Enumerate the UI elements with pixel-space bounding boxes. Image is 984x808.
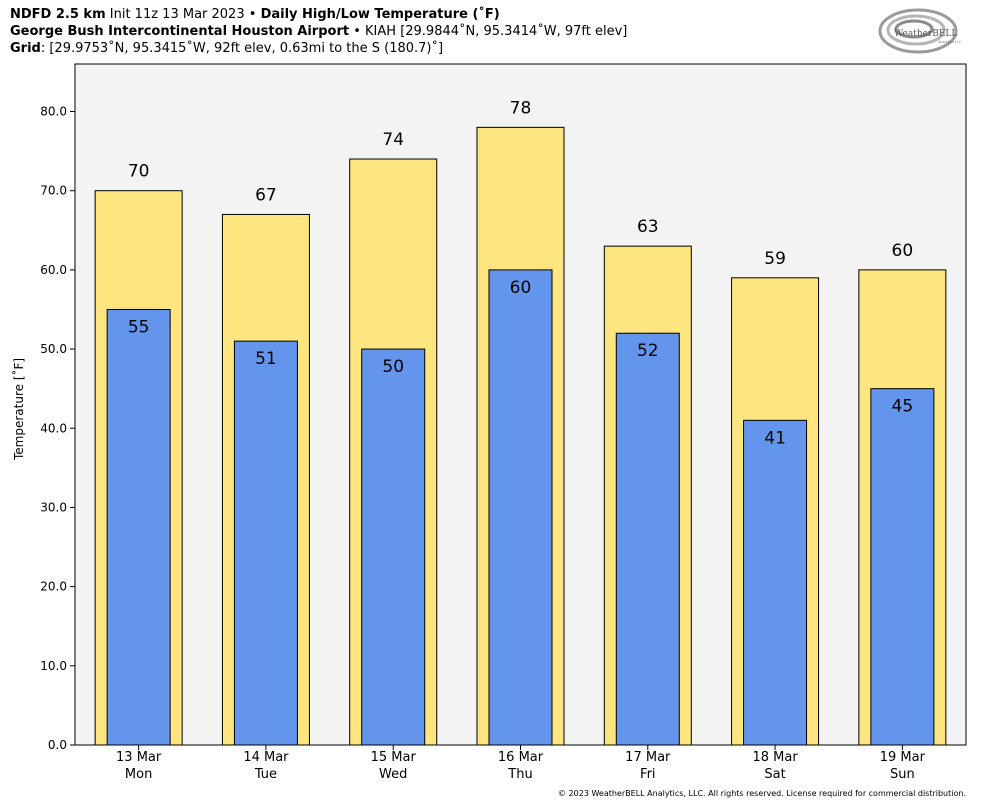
high-temp-label: 59 [764,249,786,269]
low-temp-bar [615,332,680,746]
low-temp-label: 55 [128,317,150,337]
chart-header: NDFD 2.5 km Init 11z 13 Mar 2023 • Daily… [10,6,627,57]
header-line-2: George Bush Intercontinental Houston Air… [10,23,627,40]
y-tick-label: 70.0 [40,184,67,198]
y-tick-label: 40.0 [40,421,67,435]
low-temp-label: 45 [892,397,914,417]
low-temp-label: 50 [382,357,404,377]
low-temp-bar [488,269,553,746]
low-temp-label: 41 [764,428,786,448]
high-temp-label: 74 [382,130,404,150]
low-temp-bar [106,308,171,746]
y-tick-label: 50.0 [40,342,67,356]
high-temp-label: 78 [510,98,532,118]
low-temp-label: 60 [510,278,532,298]
copyright-footer: © 2023 WeatherBELL Analytics, LLC. All r… [558,789,966,798]
low-temp-bar [361,348,426,746]
station-name: George Bush Intercontinental Houston Air… [10,24,350,39]
x-tick-label-date: 15 Mar [371,750,417,765]
x-tick-label-day: Thu [507,767,532,782]
high-temp-label: 67 [255,185,277,205]
x-tick-label-date: 16 Mar [498,750,544,765]
high-temp-label: 60 [892,241,914,261]
x-tick-label-day: Wed [379,767,407,782]
init-time: Init 11z 13 Mar 2023 [109,7,245,22]
product-name: Daily High/Low Temperature (˚F) [260,7,500,22]
header-line-3: Grid: [29.9753˚N, 95.3415˚W, 92ft elev, … [10,40,627,57]
y-tick-label: 30.0 [40,500,67,514]
y-tick-label: 20.0 [40,580,67,594]
low-temp-bar [233,340,298,746]
logo-text: WeatherBELL [894,29,957,39]
separator: • [248,7,257,22]
y-tick-label: 0.0 [48,738,67,752]
x-tick-label-date: 14 Mar [243,750,289,765]
station-info: KIAH [29.9844˚N, 95.3414˚W, 97ft elev] [365,24,628,39]
x-tick-label-day: Sat [764,767,785,782]
x-tick-label-day: Mon [125,767,152,782]
y-tick-label: 10.0 [40,659,67,673]
y-tick-label: 60.0 [40,263,67,277]
low-temp-label: 51 [255,349,277,369]
grid-label: Grid [10,41,41,56]
x-tick-label-date: 17 Mar [625,750,671,765]
plot-frame [74,63,967,746]
x-tick-label-day: Sun [890,767,915,782]
logo-subtext: Analytics LLC [938,40,962,44]
x-tick-label-date: 13 Mar [116,750,162,765]
x-tick-label-day: Tue [254,767,277,782]
low-temp-bar [743,419,808,746]
y-tick-label: 80.0 [40,105,67,119]
high-temp-label: 63 [637,217,659,237]
x-tick-label-day: Fri [640,767,656,782]
x-tick-label-date: 18 Mar [752,750,798,765]
low-temp-bar [870,388,935,746]
grid-info: : [29.9753˚N, 95.3415˚W, 92ft elev, 0.63… [40,41,444,56]
low-temp-label: 52 [637,341,659,361]
x-tick-label-date: 19 Mar [880,750,926,765]
high-temp-label: 70 [128,162,150,182]
separator: • [353,24,361,39]
header-line-1: NDFD 2.5 km Init 11z 13 Mar 2023 • Daily… [10,6,627,23]
model-name: NDFD 2.5 km [10,7,106,22]
weatherbell-logo: WeatherBELL Analytics LLC [878,6,970,56]
